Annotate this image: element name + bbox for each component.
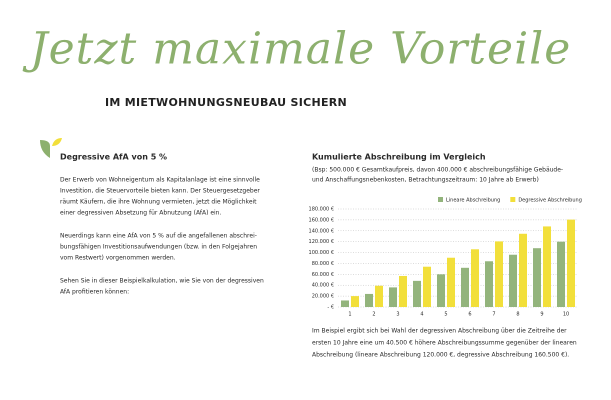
x-tick-label: 6 — [468, 312, 471, 318]
text-line: AfA profitieren können: — [60, 289, 129, 296]
text-line: ersten 10 Jahre eine um 40.500 € höhere … — [312, 340, 577, 347]
page-title: Jetzt maximale Vorteile — [22, 24, 571, 75]
left-heading: Degressive AfA von 5 % — [60, 153, 167, 162]
bar — [341, 300, 349, 307]
bar — [461, 267, 469, 307]
page-subtitle: IM MIETWOHNUNGSNEUBAU SICHERN — [105, 96, 347, 109]
x-tick-label: 8 — [516, 312, 519, 318]
x-tick-label: 10 — [563, 312, 569, 318]
x-tick-label: 7 — [492, 312, 495, 318]
bar — [543, 226, 551, 307]
x-tick-label: 3 — [396, 312, 399, 318]
right-heading: Kumulierte Abschreibung im Vergleich — [312, 153, 486, 162]
bar — [447, 257, 455, 307]
bar — [423, 266, 431, 307]
y-tick-label: - € — [327, 305, 334, 311]
text-line: vom Restwert) vorgenommen werden. — [60, 255, 176, 262]
y-tick-label: 180.000 € — [309, 207, 334, 213]
bar — [399, 275, 407, 307]
bar — [365, 293, 373, 307]
text-line: einer degressiven Absetzung für Abnutzun… — [60, 210, 221, 217]
y-tick-label: 80.000 € — [312, 261, 334, 267]
legend-label: Lineare Abschreibung — [446, 198, 500, 204]
bar — [519, 233, 527, 307]
text-line: Im Beispiel ergibt sich bei Wahl der deg… — [312, 328, 567, 335]
text-line: (Bsp: 500.000 € Gesamtkaufpreis, davon 4… — [312, 167, 563, 174]
y-tick-label: 20.000 € — [312, 294, 334, 300]
y-tick-label: 160.000 € — [309, 217, 334, 223]
text-line: und Anschaffungsnebenkosten, Betrachtung… — [312, 177, 539, 184]
bar — [389, 287, 397, 307]
y-tick-label: 60.000 € — [312, 272, 334, 278]
bar — [557, 241, 565, 307]
bar — [413, 280, 421, 307]
legend-label: Degressive Abschreibung — [518, 198, 582, 204]
x-tick-label: 2 — [372, 312, 375, 318]
bar — [567, 219, 575, 307]
y-tick-label: 120.000 € — [309, 239, 334, 245]
text-line: bungsfähigen Investitionsaufwendungen (b… — [60, 244, 257, 251]
legend-swatch — [438, 197, 443, 202]
text-line: Abschreibung (lineare Abschreibung 120.0… — [312, 352, 569, 359]
x-tick-label: 4 — [420, 312, 423, 318]
text-line: räumt Käufern, die ihre Wohnung vermiete… — [60, 199, 257, 206]
bar — [495, 241, 503, 307]
x-tick-label: 9 — [540, 312, 543, 318]
x-tick-label: 1 — [348, 312, 351, 318]
bar — [485, 261, 493, 307]
bar — [471, 249, 479, 307]
bar — [375, 285, 383, 307]
text-line: Investition, die Steuervorteile bieten k… — [60, 188, 260, 195]
x-tick-label: 5 — [444, 312, 447, 318]
text-line: Neuerdings kann eine AfA von 5 % auf die… — [60, 233, 257, 240]
bar — [437, 274, 445, 307]
legend-swatch — [510, 197, 516, 202]
y-tick-label: 100.000 € — [309, 250, 334, 256]
bar — [351, 296, 359, 307]
bar — [533, 248, 541, 307]
section-icon — [40, 138, 62, 158]
text-line: Der Erwerb von Wohneigentum als Kapitala… — [60, 177, 260, 184]
bar — [509, 254, 517, 307]
y-tick-label: 140.000 € — [309, 228, 334, 234]
text-line: Sehen Sie in dieser Beispielkalkulation,… — [60, 278, 264, 285]
y-tick-label: 40.000 € — [312, 283, 334, 289]
